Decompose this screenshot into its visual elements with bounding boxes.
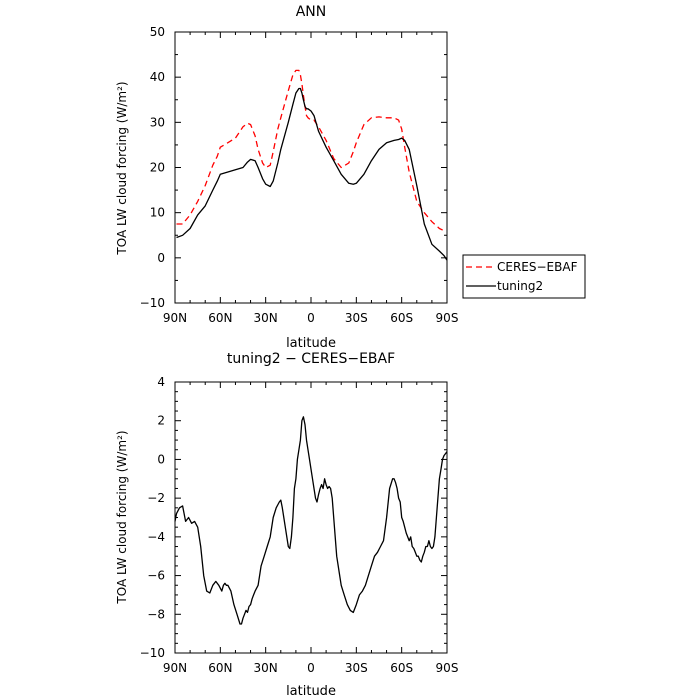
bottom-y-tick-label: 4 bbox=[157, 375, 165, 389]
top-x-tick-label: 0 bbox=[307, 311, 315, 325]
top-y-axis-label: TOA LW cloud forcing (W/m²) bbox=[115, 81, 129, 255]
bottom-y-tick-label: −4 bbox=[147, 530, 165, 544]
bottom-plot-frame bbox=[174, 381, 448, 654]
bottom-x-tick-label: 60S bbox=[390, 661, 413, 675]
top-x-tick-label: 30N bbox=[254, 311, 278, 325]
top-y-tick-label: 20 bbox=[150, 161, 165, 175]
bottom-y-tick-label: 0 bbox=[157, 452, 165, 466]
top-y-tick-label: 50 bbox=[150, 25, 165, 39]
top-x-tick-label: 90N bbox=[163, 311, 187, 325]
annual-panel: ANN TOA LW cloud forcing (W/m²) latitude… bbox=[115, 4, 458, 351]
bottom-chart-title: tuning2 − CERES−EBAF bbox=[227, 351, 395, 367]
legend-tuning2-label: tuning2 bbox=[497, 279, 543, 293]
bottom-series-group bbox=[174, 416, 448, 625]
top-x-tick-label: 30S bbox=[345, 311, 368, 325]
bottom-x-tick-label: 30S bbox=[345, 661, 368, 675]
top-plot-frame bbox=[174, 31, 448, 304]
bottom-y-tick-label: −10 bbox=[140, 646, 165, 660]
top-x-tick-label: 60S bbox=[390, 311, 413, 325]
top-series-group bbox=[176, 69, 448, 261]
top-y-tick-label: −10 bbox=[140, 296, 165, 310]
top-x-axis-label: latitude bbox=[286, 336, 336, 351]
top-series-line-tuning2 bbox=[176, 87, 448, 261]
top-y-tick-label: 0 bbox=[157, 251, 165, 265]
bottom-x-tick-label: 60N bbox=[208, 661, 232, 675]
top-y-tick-label: 40 bbox=[150, 70, 165, 84]
top-y-tick-label: 10 bbox=[150, 206, 165, 220]
bottom-y-tick-label: 2 bbox=[157, 414, 165, 428]
top-x-tick-label: 90S bbox=[436, 311, 459, 325]
legend: CERES−EBAF tuning2 bbox=[462, 254, 586, 299]
bottom-y-axis-label: TOA LW cloud forcing (W/m²) bbox=[115, 430, 129, 604]
bottom-y-tick-label: −2 bbox=[147, 491, 165, 505]
bottom-y-tick-label: −8 bbox=[147, 607, 165, 621]
difference-panel: tuning2 − CERES−EBAF TOA LW cloud forcin… bbox=[115, 351, 458, 699]
top-x-tick-label: 60N bbox=[208, 311, 232, 325]
legend-ceres-label: CERES−EBAF bbox=[497, 260, 578, 274]
bottom-y-tick-label: −6 bbox=[147, 569, 165, 583]
top-y-tick-label: 30 bbox=[150, 115, 165, 129]
bottom-x-tick-label: 30N bbox=[254, 661, 278, 675]
bottom-axes: 90N 60N 30N 0 30S 60S 90S −10 −8 −6 −4 −2 0 2 4 bbox=[140, 375, 459, 675]
legend-box bbox=[462, 254, 586, 299]
top-chart-title: ANN bbox=[296, 4, 327, 20]
bottom-x-axis-label: latitude bbox=[286, 684, 336, 699]
bottom-x-tick-label: 90S bbox=[436, 661, 459, 675]
top-axes: 90N 60N 30N 0 30S 60S 90S −10 0 10 20 30 40 50 bbox=[140, 25, 459, 325]
bottom-x-tick-label: 90N bbox=[163, 661, 187, 675]
bottom-series-line-0 bbox=[174, 416, 448, 625]
top-series-line-ceres-ebaf bbox=[176, 69, 445, 232]
bottom-x-tick-label: 0 bbox=[307, 661, 315, 675]
